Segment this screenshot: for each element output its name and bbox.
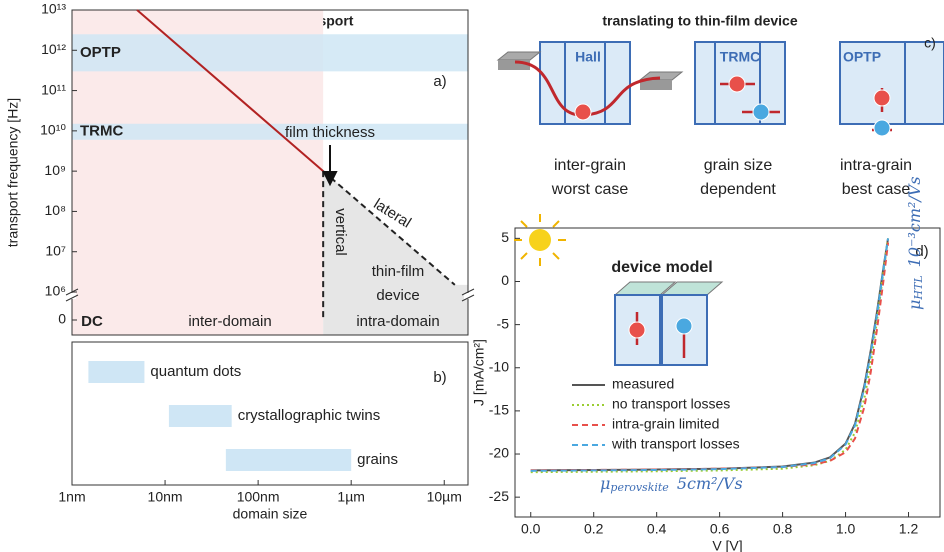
y-tick-label: -25 xyxy=(489,488,509,504)
annotation: device xyxy=(376,287,419,304)
y-axis-label: J [mA/cm²] xyxy=(471,339,487,406)
y-tick-label: 10¹³ xyxy=(41,1,66,17)
y-tick-label: 10⁸ xyxy=(45,202,67,218)
diagram-c: translating to thin-film device c) Hall … xyxy=(498,13,944,199)
range-bar xyxy=(226,449,351,471)
panel-caption: grain size xyxy=(704,157,773,174)
x-tick-label: 0.2 xyxy=(584,521,604,537)
x-axis-label: domain size xyxy=(233,506,308,522)
panel-caption: dependent xyxy=(700,181,776,198)
y-tick-label: -20 xyxy=(489,445,509,461)
x-tick-label: 0.4 xyxy=(647,521,667,537)
x-tick-label: 10nm xyxy=(148,489,183,505)
y-tick-label: 10¹² xyxy=(41,41,66,57)
y-tick-label: -5 xyxy=(497,315,510,331)
legend-label: intra-grain limited xyxy=(612,416,719,432)
panel-caption: worst case xyxy=(551,181,629,198)
panel-name: TRMC xyxy=(720,49,760,65)
y-tick-label: -10 xyxy=(489,358,509,374)
annotation: intra-domain xyxy=(356,313,439,330)
legend-label: no transport losses xyxy=(612,396,730,412)
mobility-symbol: μ xyxy=(905,300,924,310)
hole xyxy=(575,104,591,120)
mobility-subscript: HTL xyxy=(912,275,925,300)
annotation: thin-film xyxy=(372,263,425,280)
x-tick-label: 1.2 xyxy=(899,521,919,537)
y-axis-label: transport frequency [Hz] xyxy=(5,98,21,247)
sun xyxy=(529,229,551,251)
panel-name: Hall xyxy=(575,49,601,65)
y-tick-label: 10⁷ xyxy=(45,242,66,258)
category-label: crystallographic twins xyxy=(238,407,381,424)
mobility-value: 10⁻³cm²/Vs xyxy=(905,176,924,267)
x-tick-label: 1µm xyxy=(337,489,365,505)
figure: translating to thin-film device c) Hall … xyxy=(0,0,944,552)
electrode xyxy=(498,52,540,60)
electron xyxy=(753,104,769,120)
x-tick-label: 1.0 xyxy=(836,521,856,537)
range-bar xyxy=(88,361,144,383)
charts: intra vs. inter domain transportOPTPTRMC… xyxy=(5,1,940,552)
legend-label: with transport losses xyxy=(611,436,740,452)
panel-name: OPTP xyxy=(843,49,881,65)
panel-caption: inter-grain xyxy=(554,157,626,174)
annotation: vertical xyxy=(332,208,349,256)
electrode xyxy=(498,60,530,70)
category-label: grains xyxy=(357,451,398,468)
device-icon xyxy=(615,282,722,365)
band-label: TRMC xyxy=(80,123,123,140)
electron xyxy=(874,120,890,136)
y-tick-label: 10¹⁰ xyxy=(40,122,66,138)
panel-label: c) xyxy=(924,35,936,51)
hole xyxy=(629,322,645,338)
annotation: film thickness xyxy=(285,124,375,141)
x-tick-label: 100nm xyxy=(237,489,280,505)
electron xyxy=(676,318,692,334)
x-tick-label: 0.0 xyxy=(521,521,541,537)
band-label: OPTP xyxy=(80,44,121,61)
x-tick-label: 10µm xyxy=(427,489,462,505)
x-tick-label: 0.6 xyxy=(710,521,730,537)
sun-icon xyxy=(514,214,566,266)
y-tick-label: 0 xyxy=(58,311,66,327)
annotation: b) xyxy=(433,369,446,386)
annotation: device model xyxy=(611,259,712,276)
x-axis-label: V [V] xyxy=(712,538,742,552)
diagram-title: translating to thin-film device xyxy=(602,13,797,29)
y-tick-label: -15 xyxy=(489,402,509,418)
mobility-symbol: μ xyxy=(600,474,610,493)
y-tick-label: 0 xyxy=(501,272,509,288)
annotation: DC xyxy=(81,313,103,330)
range-bar xyxy=(169,405,232,427)
band xyxy=(72,34,468,71)
mobility-label: μperovskite 5cm²/Vs xyxy=(600,474,743,495)
mobility-label: μHTL 10⁻³cm²/Vs xyxy=(905,176,926,310)
y-tick-label: 10⁶ xyxy=(45,283,66,299)
x-tick-label: 0.8 xyxy=(773,521,793,537)
annotation: inter-domain xyxy=(188,313,271,330)
annotation: a) xyxy=(433,73,446,90)
mobility-value: 5cm²/Vs xyxy=(677,474,743,493)
x-tick-label: 1nm xyxy=(58,489,85,505)
panel-caption: intra-grain xyxy=(840,157,912,174)
panel-caption: best case xyxy=(842,181,911,198)
category-label: quantum dots xyxy=(150,363,241,380)
legend-label: measured xyxy=(612,376,674,392)
hole xyxy=(729,76,745,92)
hole xyxy=(874,90,890,106)
y-tick-label: 10⁹ xyxy=(44,162,66,178)
y-tick-label: 5 xyxy=(501,229,509,245)
y-tick-label: 10¹¹ xyxy=(41,81,66,97)
mobility-subscript: perovskite xyxy=(610,481,669,494)
electrode xyxy=(640,80,672,90)
